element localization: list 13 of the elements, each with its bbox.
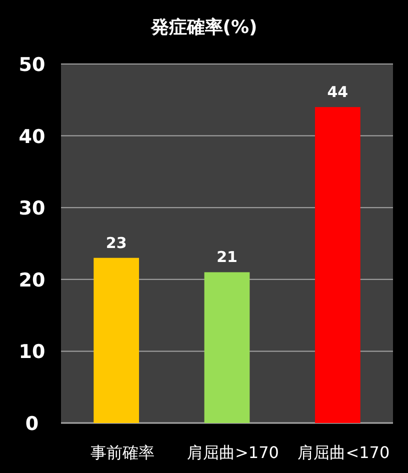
x-tick-label: 肩屈曲<170	[298, 443, 390, 462]
y-tick-label: 10	[18, 341, 46, 364]
y-tick-label: 20	[18, 269, 46, 292]
x-tick-label: 肩屈曲>170	[187, 443, 279, 462]
y-tick-label: 40	[18, 126, 46, 148]
y-tick-label: 50	[18, 54, 46, 76]
data-label: 23	[106, 234, 127, 252]
data-label: 21	[216, 248, 238, 266]
title: 発症確率(%)	[150, 17, 258, 38]
y-tick-label: 0	[25, 413, 39, 435]
y-tick-label: 30	[18, 198, 46, 220]
data-label: 44	[327, 83, 348, 102]
x-tick-label: 事前確率	[90, 443, 154, 462]
